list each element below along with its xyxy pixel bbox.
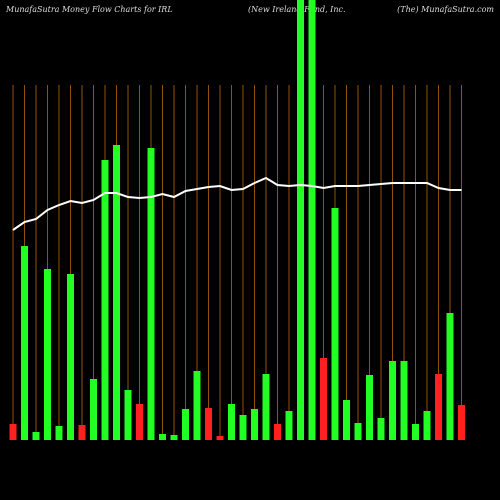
bar [239, 415, 247, 440]
bar [297, 0, 304, 440]
bar [228, 404, 235, 440]
bar [354, 423, 362, 440]
bar [78, 425, 86, 440]
bar [423, 411, 431, 440]
bar [32, 432, 40, 440]
bar [21, 246, 28, 440]
bar [435, 374, 442, 440]
bar [285, 411, 293, 440]
bar [331, 208, 339, 440]
bar [216, 436, 224, 440]
bar [44, 269, 51, 440]
bar [446, 313, 454, 440]
bar [274, 424, 281, 440]
bar [113, 145, 120, 440]
bar [101, 160, 109, 440]
bar [90, 379, 97, 440]
bar [366, 375, 373, 440]
bar [320, 358, 327, 440]
bar [170, 435, 178, 440]
bar [308, 0, 316, 440]
bar [377, 418, 385, 440]
bar [389, 361, 396, 440]
bar [9, 424, 17, 440]
bar [343, 400, 350, 440]
bar [124, 390, 132, 440]
bar [412, 424, 419, 440]
bar [67, 274, 74, 440]
bar [136, 404, 143, 440]
chart-subtitle: (New Ireland Fund, Inc. [248, 5, 346, 14]
bar [262, 374, 270, 440]
bar [55, 426, 63, 440]
chart-title: MunafaSutra Money Flow Charts for IRL [5, 5, 173, 14]
bar [400, 361, 408, 440]
bar [458, 405, 465, 440]
source: (The) MunafaSutra.com [397, 5, 494, 14]
line [12, 176, 462, 231]
bar [205, 408, 212, 440]
bar [159, 434, 166, 440]
bar [182, 409, 189, 440]
bar [193, 371, 201, 440]
bar [251, 409, 258, 440]
bars [9, 0, 465, 440]
bar [147, 148, 155, 440]
